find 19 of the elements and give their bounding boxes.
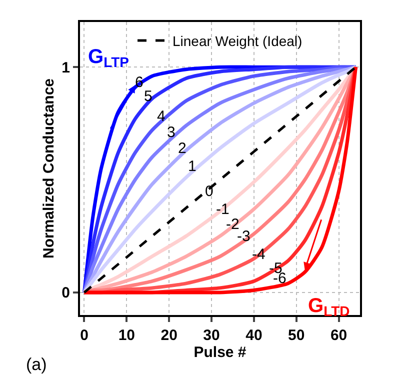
x-tick-label: 60: [330, 327, 348, 344]
annotation: G$_{LTD}$: [308, 295, 350, 320]
legend-label: Linear Weight (Ideal): [172, 32, 302, 49]
x-tick-label: 10: [118, 327, 136, 344]
x-tick-label: 50: [288, 327, 305, 344]
annotation: -1: [216, 201, 230, 218]
annotation: 2: [178, 140, 186, 157]
annotation: G$_{LTP}$: [88, 46, 129, 70]
annotation: 3: [167, 124, 176, 141]
y-axis-title: Normalized Conductance: [40, 78, 58, 259]
x-axis-title: Pulse #: [194, 344, 247, 361]
annotation: -2: [226, 216, 240, 233]
x-tick-label: 20: [160, 327, 178, 344]
annotation: 1: [188, 158, 196, 175]
x-tick-label: 40: [246, 327, 262, 344]
x-tick-label: 30: [203, 327, 220, 344]
x-tick-label: 0: [80, 327, 88, 344]
annotation: -3: [237, 228, 250, 245]
text: (a): [26, 355, 47, 374]
